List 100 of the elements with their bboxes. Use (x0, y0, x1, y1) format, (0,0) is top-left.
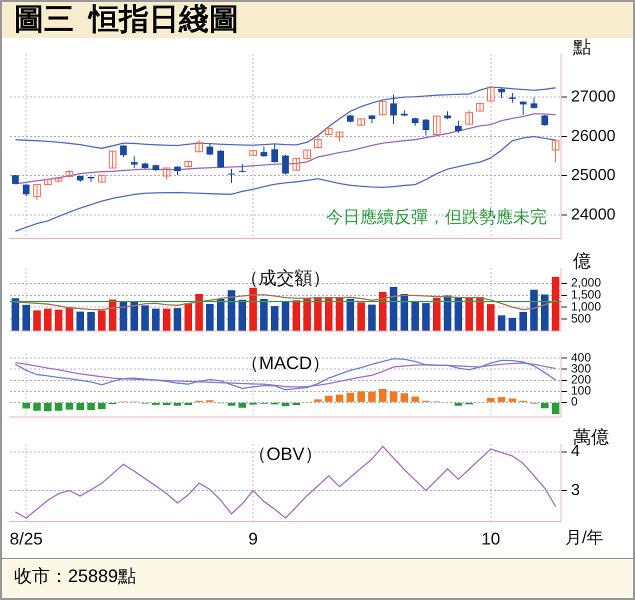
bar (184, 303, 192, 331)
bar (400, 393, 408, 402)
bar (108, 300, 116, 331)
x-axis-title: 月/年 (565, 528, 604, 547)
bar (87, 402, 95, 410)
y-tick-label: 1,500 (571, 288, 602, 302)
candlestick (465, 110, 474, 126)
chart-title: （MACD） (241, 353, 330, 374)
candlestick (455, 120, 462, 134)
candlestick (108, 150, 116, 170)
candlestick (120, 144, 127, 158)
bar (282, 402, 290, 406)
bar (141, 305, 149, 331)
candlestick (206, 143, 214, 156)
candlestick (324, 125, 333, 136)
bar (216, 299, 224, 331)
bar (324, 297, 332, 331)
bar (162, 308, 170, 331)
bar (368, 392, 376, 402)
candlestick (390, 94, 397, 125)
bar (314, 399, 322, 402)
x-tick-label: 9 (248, 529, 258, 548)
bar (357, 302, 365, 331)
bar (465, 298, 473, 331)
candlestick (303, 148, 311, 160)
bar (292, 300, 300, 331)
bar (486, 398, 495, 402)
bar (498, 397, 506, 402)
candlestick (228, 168, 235, 184)
bar (303, 298, 311, 331)
bar (422, 303, 430, 331)
bar (368, 304, 376, 331)
candlestick (162, 166, 171, 180)
candlestick (541, 114, 548, 126)
chart-title: 圖三 恒指日綫圖 (2, 2, 633, 38)
candlestick (217, 150, 224, 169)
candlestick (33, 184, 41, 201)
candlestick (378, 100, 387, 116)
bar (357, 391, 365, 402)
bar (378, 292, 387, 331)
bar (44, 402, 52, 412)
bar (476, 297, 484, 331)
bar (22, 402, 30, 409)
bar (498, 315, 506, 331)
bar (541, 402, 549, 408)
candlestick (195, 139, 203, 153)
y-axis-title: 點 (572, 36, 591, 57)
bar (195, 294, 203, 331)
x-tick-label: 8/25 (10, 529, 43, 548)
bar (238, 300, 246, 331)
y-tick-label: 3 (571, 482, 580, 499)
y-tick-label: 24000 (571, 206, 616, 224)
y-tick-label: 27000 (571, 88, 616, 106)
annotation: 今日應續反彈，但跌勢應未完 (326, 208, 547, 227)
bar (33, 402, 41, 411)
bar (552, 402, 560, 414)
bar (152, 308, 160, 331)
bar (508, 398, 516, 402)
candlestick (130, 156, 138, 169)
y-tick-label: 25000 (571, 167, 616, 184)
bar (282, 301, 290, 331)
bar (33, 310, 41, 331)
bar (486, 304, 495, 331)
bar (314, 297, 322, 331)
bar (44, 308, 52, 331)
bar (346, 298, 354, 331)
y-axis-title: 億 (573, 250, 591, 271)
bar (390, 391, 398, 402)
y-tick-label: 400 (571, 350, 592, 364)
bar (324, 396, 332, 402)
bar (54, 310, 62, 331)
bar (552, 276, 560, 331)
chart-title: （成交額） (240, 268, 330, 288)
y-tick-label: 1,000 (571, 299, 602, 314)
candlestick (509, 92, 516, 104)
bar (98, 402, 106, 410)
bar (519, 312, 527, 331)
bar (400, 294, 408, 331)
text: 收市：25889點 (2, 558, 633, 598)
bar (444, 295, 452, 331)
bar (206, 304, 214, 331)
candlestick (486, 86, 495, 102)
bar (228, 402, 236, 406)
bar (66, 402, 74, 410)
bar (390, 286, 398, 331)
bar (76, 402, 84, 410)
bar (260, 299, 268, 331)
candlestick (271, 143, 278, 164)
bar (454, 297, 462, 331)
bar (22, 304, 30, 331)
candlestick (530, 97, 538, 110)
candlestick (476, 102, 484, 112)
bar (249, 288, 257, 331)
candlestick (520, 100, 527, 116)
candlestick (292, 157, 300, 172)
candlestick (498, 88, 505, 99)
bar (54, 402, 62, 411)
x-tick-label: 10 (481, 529, 500, 548)
candlestick (260, 146, 268, 158)
bar (228, 290, 236, 331)
